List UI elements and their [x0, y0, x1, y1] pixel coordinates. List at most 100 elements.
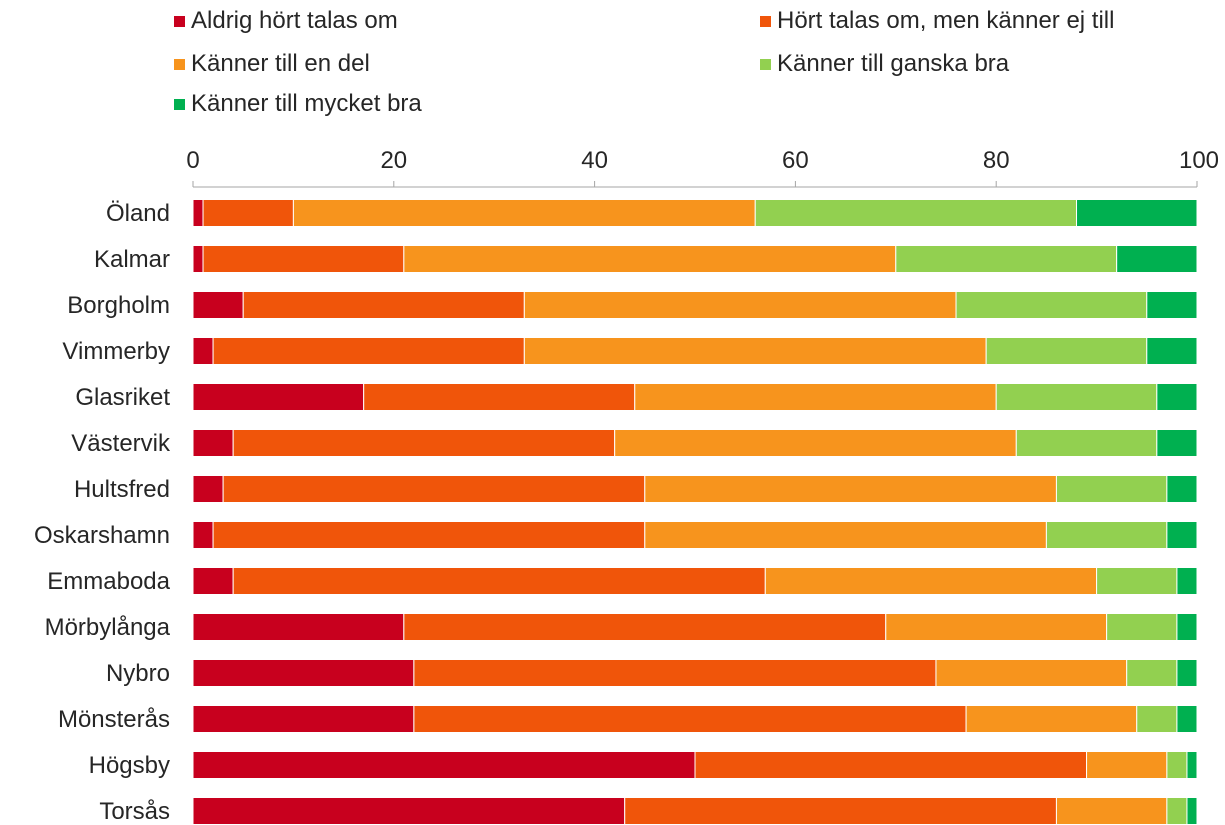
bar-segment — [1166, 797, 1188, 825]
bar-segment — [192, 337, 214, 365]
bar-segment — [1126, 659, 1178, 687]
bar-segment — [192, 659, 415, 687]
bar-segment — [1146, 337, 1198, 365]
bar-segment — [1186, 751, 1198, 779]
bar-segment — [995, 383, 1158, 411]
legend-item: Hört talas om, men känner ej till — [760, 7, 1114, 35]
bar-segment — [1015, 429, 1158, 457]
bar-segment — [1106, 613, 1178, 641]
legend-label: Hört talas om, men känner ej till — [777, 7, 1115, 34]
bar-segment — [192, 429, 234, 457]
legend-label: Känner till mycket bra — [191, 90, 422, 117]
bar-segment — [1156, 429, 1198, 457]
bar-segment — [192, 475, 224, 503]
bar-segment — [965, 705, 1138, 733]
bar-segment — [232, 567, 766, 595]
bar-segment — [1136, 705, 1178, 733]
bar-segment — [363, 383, 636, 411]
bar-segment — [644, 475, 1057, 503]
category-label: Oskarshamn — [34, 522, 170, 549]
bar-segment — [955, 291, 1148, 319]
legend-swatch — [174, 98, 185, 110]
bar-segment — [212, 521, 646, 549]
legend-item: Aldrig hört talas om — [174, 7, 398, 35]
bar-segment — [624, 797, 1057, 825]
category-label: Torsås — [99, 798, 170, 825]
bar-segment — [192, 383, 365, 411]
bar-segment — [1176, 567, 1198, 595]
bar-segment — [1186, 797, 1198, 825]
bar-segment — [292, 199, 756, 227]
bar-segment — [192, 567, 234, 595]
bar-segment — [192, 521, 214, 549]
bar-segment — [192, 199, 204, 227]
bar-segment — [232, 429, 616, 457]
bar-segment — [1055, 797, 1168, 825]
bar-segment — [192, 797, 626, 825]
x-tick-label: 40 — [581, 147, 608, 174]
bar-segment — [403, 245, 897, 273]
bar-segment — [1176, 659, 1198, 687]
category-label: Hultsfred — [74, 476, 170, 503]
x-tick-label: 80 — [983, 147, 1010, 174]
legend-label: Aldrig hört talas om — [191, 7, 398, 34]
bar-segment — [1116, 245, 1198, 273]
bar-segment — [1176, 613, 1198, 641]
bar-segment — [614, 429, 1017, 457]
x-tick-label: 60 — [782, 147, 809, 174]
category-label: Västervik — [71, 430, 171, 457]
x-tick-label: 20 — [380, 147, 407, 174]
category-label: Glasriket — [75, 384, 170, 411]
category-label: Kalmar — [94, 246, 170, 273]
bar-segment — [1086, 751, 1168, 779]
legend-swatch — [760, 15, 771, 27]
legend-label: Känner till en del — [191, 50, 370, 77]
bar-segment — [935, 659, 1128, 687]
legend-item: Känner till en del — [174, 50, 370, 78]
category-label: Borgholm — [67, 292, 170, 319]
x-tick-label: 0 — [186, 147, 199, 174]
category-label: Mörbylånga — [45, 614, 171, 641]
bar-segment — [1166, 521, 1198, 549]
bar-segment — [694, 751, 1088, 779]
bar-segment — [1076, 199, 1198, 227]
category-label: Nybro — [106, 660, 170, 687]
legend-swatch — [760, 58, 771, 70]
category-label: Emmaboda — [47, 568, 170, 595]
category-label: Öland — [106, 200, 170, 227]
category-label: Högsby — [89, 752, 170, 779]
category-label: Vimmerby — [62, 338, 170, 365]
category-label: Mönsterås — [58, 706, 170, 733]
legend-item: Känner till mycket bra — [174, 90, 422, 118]
bar-segment — [192, 613, 405, 641]
bar-segment — [192, 705, 415, 733]
legend-item: Känner till ganska bra — [760, 50, 1009, 78]
bar-segment — [985, 337, 1148, 365]
bar-segment — [192, 751, 696, 779]
bar-segment — [764, 567, 1098, 595]
bar-segment — [202, 199, 294, 227]
bar-segment — [1096, 567, 1178, 595]
bar-segment — [885, 613, 1108, 641]
bar-segment — [222, 475, 646, 503]
bar-segment — [1055, 475, 1168, 503]
bar-segment — [192, 245, 204, 273]
bar-segment — [634, 383, 997, 411]
bar-segment — [1176, 705, 1198, 733]
bar-segment — [1166, 751, 1188, 779]
bar-segment — [1146, 291, 1198, 319]
bar-segment — [1166, 475, 1198, 503]
bar-segment — [1156, 383, 1198, 411]
bar-segment — [202, 245, 405, 273]
bar-segment — [523, 291, 957, 319]
bar-segment — [895, 245, 1118, 273]
bar-segment — [523, 337, 987, 365]
bar-segment — [413, 705, 967, 733]
legend-swatch — [174, 15, 185, 27]
bar-segment — [212, 337, 525, 365]
legend-swatch — [174, 58, 185, 70]
bar-segment — [413, 659, 937, 687]
bar-segment — [403, 613, 887, 641]
bar-segment — [1045, 521, 1168, 549]
